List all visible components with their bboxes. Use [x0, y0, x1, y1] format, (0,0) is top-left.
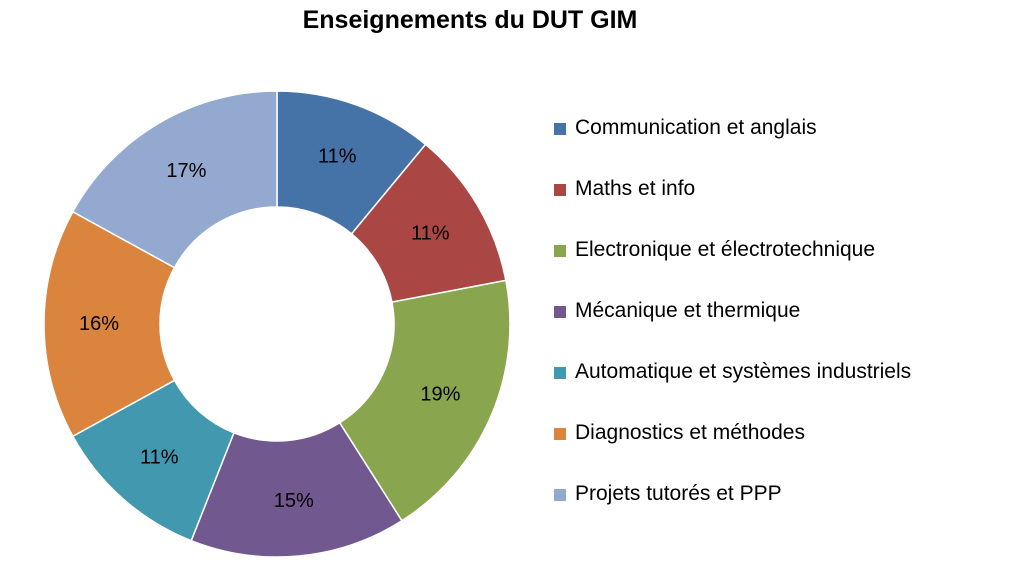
- legend-label: Communication et anglais: [575, 116, 817, 139]
- legend-item: Electronique et électrotechnique: [554, 236, 915, 264]
- legend-swatch: [554, 428, 566, 440]
- chart-title: Enseignements du DUT GIM: [302, 6, 638, 34]
- legend-item: Projets tutorés et PPP: [554, 480, 915, 508]
- slice-label-6: 16%: [79, 313, 119, 335]
- legend-swatch: [554, 245, 566, 257]
- slice-label-7: 17%: [166, 160, 206, 182]
- legend-label: Automatique et systèmes industriels: [575, 360, 912, 383]
- legend-label: Diagnostics et méthodes: [575, 421, 805, 444]
- legend-label: Mécanique et thermique: [575, 299, 801, 322]
- legend-item: Mécanique et thermique: [554, 297, 915, 325]
- slice-label-5: 11%: [140, 447, 179, 469]
- donut-slice-4: [190, 421, 403, 558]
- legend-label: Maths et info: [575, 177, 696, 200]
- slice-label-4: 15%: [274, 490, 314, 512]
- donut-slice-6: [43, 210, 176, 438]
- legend-swatch: [554, 184, 566, 196]
- legend-item: Diagnostics et méthodes: [554, 419, 915, 447]
- legend-item: Maths et info: [554, 175, 915, 203]
- slice-label-3: 19%: [420, 384, 460, 406]
- legend-swatch: [554, 367, 566, 379]
- legend-swatch: [554, 489, 566, 501]
- legend-label: Projets tutorés et PPP: [575, 482, 782, 505]
- legend-swatch: [554, 123, 566, 135]
- slice-label-2: 11%: [411, 222, 450, 244]
- donut-slice-3: [338, 279, 511, 522]
- slice-label-1: 11%: [318, 146, 357, 168]
- legend-swatch: [554, 306, 566, 318]
- legend-label: Electronique et électrotechnique: [575, 238, 876, 261]
- donut-slice-7: [71, 90, 278, 269]
- legend-item: Automatique et systèmes industriels: [554, 358, 915, 386]
- legend-item: Communication et anglais: [554, 114, 915, 142]
